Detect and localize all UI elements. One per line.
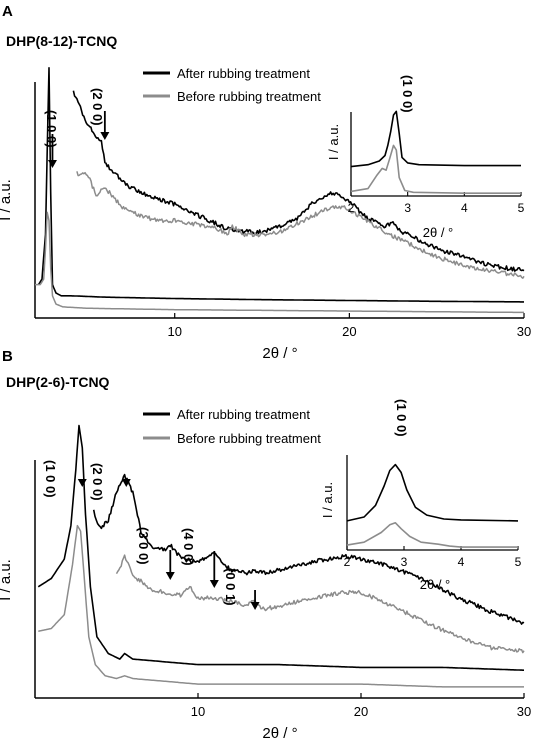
peak-arrow-head [209, 580, 219, 588]
before-rubbing-series-line [76, 171, 525, 279]
peak-label: (2 0 0) [90, 463, 105, 501]
peak-arrow-head [121, 479, 131, 487]
after-rubbing-series-line [72, 90, 525, 272]
panel-a-inset-xlabel: 2θ / ° [423, 225, 454, 240]
peak-label: (4 0 0) [181, 528, 196, 566]
panel-b-series [37, 424, 525, 688]
panel-b-annotations: (1 0 0) (2 0 0) (3 0 0) (4 0 0) (0 0 1) [43, 460, 260, 610]
peak-label: (2 0 0) [90, 88, 105, 126]
panel-a-inset-series [350, 110, 521, 194]
inset-x-tick-label: 4 [458, 555, 465, 569]
inset-x-tick-label: 4 [461, 201, 468, 215]
after-rubbing-series-line [37, 424, 524, 672]
panel-letter-a: A [2, 3, 13, 20]
peak-label: (0 0 1) [223, 568, 238, 606]
inset-x-tick-label: 2 [344, 555, 351, 569]
peak-label: (1 0 0) [44, 110, 59, 148]
panel-a-title: DHP(8-12)-TCNQ [6, 33, 117, 49]
after-rubbing-series-line [92, 473, 525, 625]
peak-arrow-head [77, 479, 87, 487]
legend-a-after-label: After rubbing treatment [177, 66, 310, 81]
panel-b-inset-peak-label: (1 0 0) [394, 399, 409, 437]
panel-b: B DHP(2-6)-TCNQ After rubbing treatment … [0, 348, 531, 742]
x-tick-label: 20 [342, 324, 356, 339]
inset-before-rubbing-line [346, 521, 518, 548]
inset-after-rubbing-line [346, 463, 519, 522]
panel-b-inset-series [346, 463, 519, 548]
panel-b-inset-ylabel: I / a.u. [320, 482, 335, 518]
peak-arrow-head [47, 160, 57, 168]
x-tick-label: 20 [354, 704, 368, 719]
peak-arrow-head [250, 602, 260, 610]
peak-label: (1 0 0) [43, 460, 58, 498]
panel-a-inset-ylabel: I / a.u. [326, 124, 341, 160]
legend-b-after-label: After rubbing treatment [177, 407, 310, 422]
panel-letter-b: B [2, 348, 13, 365]
before-rubbing-series-line [38, 524, 524, 688]
panel-b-inset-xlabel: 2θ / ° [420, 577, 451, 592]
legend-b-before-label: Before rubbing treatment [177, 431, 321, 446]
inset-x-tick-label: 5 [518, 201, 525, 215]
panel-a: A DHP(8-12)-TCNQ After rubbing treatment… [0, 3, 531, 362]
inset-x-tick-label: 3 [401, 555, 408, 569]
panel-a-ylabel: I / a.u. [0, 179, 14, 221]
peak-arrow-head [100, 132, 110, 140]
panel-b-xlabel: 2θ / ° [262, 725, 297, 742]
panel-a-series [35, 67, 525, 314]
panel-a-x-ticks: 10 20 30 [167, 313, 531, 339]
after-rubbing-series-line [37, 67, 524, 303]
inset-x-tick-label: 2 [348, 201, 355, 215]
x-tick-label: 30 [517, 324, 531, 339]
panel-b-title: DHP(2-6)-TCNQ [6, 374, 110, 390]
before-rubbing-series-line [115, 554, 525, 654]
panel-a-inset-peak-label: (1 0 0) [400, 75, 415, 113]
panel-a-inset: I / a.u. 2θ / ° (1 0 0) 2 3 4 5 [326, 75, 525, 240]
legend-a-before-label: Before rubbing treatment [177, 89, 321, 104]
before-rubbing-series-line [35, 211, 524, 314]
panel-b-inset: I / a.u. 2θ / ° (1 0 0) 2 3 4 5 [320, 399, 522, 592]
panel-b-ylabel: I / a.u. [0, 559, 14, 601]
panel-a-annotations: (1 0 0) (2 0 0) [44, 88, 110, 168]
x-tick-label: 30 [517, 704, 531, 719]
x-tick-label: 10 [191, 704, 205, 719]
peak-label: (3 0 0) [136, 527, 151, 565]
panel-a-xlabel: 2θ / ° [262, 345, 297, 362]
x-tick-label: 10 [167, 324, 181, 339]
panel-b-x-ticks: 10 20 30 [191, 693, 531, 719]
inset-x-tick-label: 5 [515, 555, 522, 569]
inset-before-rubbing-line [350, 144, 521, 194]
inset-after-rubbing-line [350, 110, 521, 168]
inset-x-tick-label: 3 [404, 201, 411, 215]
peak-arrow-head [165, 572, 175, 580]
